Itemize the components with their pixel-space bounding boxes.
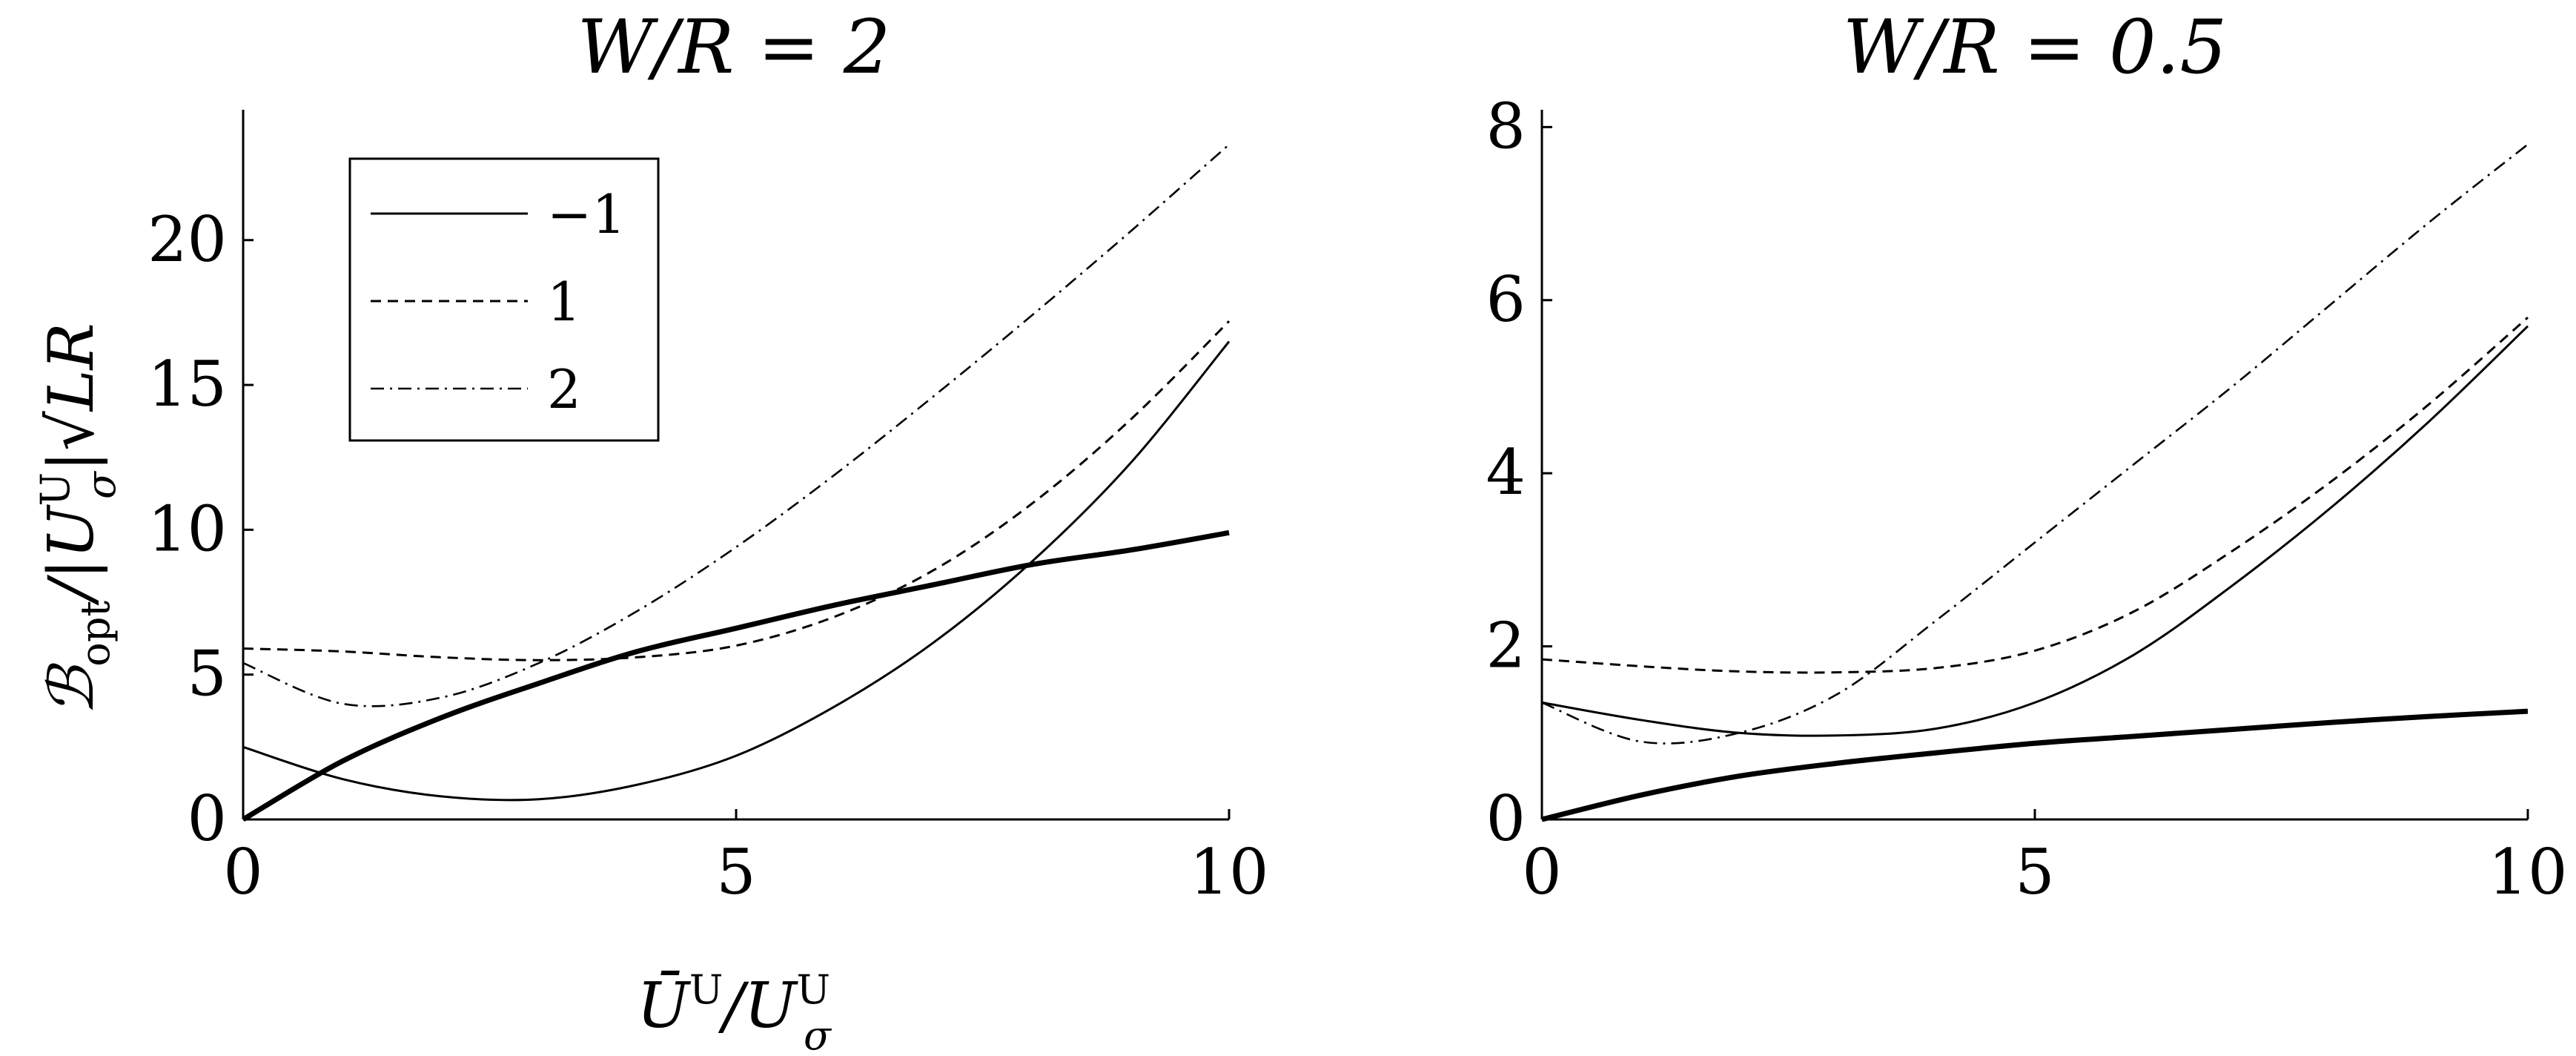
y-tick-label: 0 xyxy=(188,782,227,855)
plot-area-left: 0 5 10 0 5 10 15 20 −1 1 2 xyxy=(148,110,1268,908)
series-line-dashed xyxy=(1541,316,2529,674)
legend: −1 1 2 xyxy=(348,157,660,442)
series-line-solid-thick xyxy=(1541,708,2529,822)
y-tick-label: 4 xyxy=(1486,436,1526,509)
x-tick-label: 5 xyxy=(716,836,755,908)
legend-label: 2 xyxy=(547,358,581,420)
y-axis-label: ℬopt/|UUσ|√LR xyxy=(32,323,125,715)
series-line-dashed xyxy=(242,320,1231,661)
x-tick-label: 10 xyxy=(2489,836,2568,908)
series-line-dash-dot xyxy=(242,143,1230,707)
panel-left: W/R = 2 0 5 10 0 5 10 15 20 −1 1 2 ŪU/UU σ ℬopt/|UU… xyxy=(32,4,1268,1056)
y-tick-label: 15 xyxy=(148,348,227,420)
series-line-solid-thin xyxy=(242,340,1231,802)
chart-title-left: W/R = 2 xyxy=(577,4,891,90)
plot-area-right: 0 5 10 0 2 4 6 8 xyxy=(1486,90,2568,908)
x-axis-label: ŪU/UU σ xyxy=(637,966,832,1056)
legend-box xyxy=(348,157,660,442)
y-tick-label: 10 xyxy=(148,492,227,565)
y-tick-label: 0 xyxy=(1486,782,1526,855)
legend-label: 1 xyxy=(547,271,581,333)
y-tick-label: 6 xyxy=(1486,263,1526,336)
y-tick-label: 2 xyxy=(1486,610,1526,682)
series-line-solid-thin xyxy=(1541,325,2529,737)
x-tick-label: 0 xyxy=(1522,836,1561,908)
x-tick-label: 10 xyxy=(1190,836,1269,908)
chart-title-right: W/R = 0.5 xyxy=(1843,4,2227,90)
x-tick-label: 0 xyxy=(223,836,262,908)
panel-right: W/R = 0.5 0 5 10 0 2 4 6 8 xyxy=(1486,4,2568,908)
svg-text:ŪU/UUσ: ŪU/UU σ xyxy=(637,966,832,1056)
y-tick-label: 5 xyxy=(188,638,227,710)
series-line-solid-thick xyxy=(242,529,1230,822)
legend-label: −1 xyxy=(547,183,626,245)
series-line-dash-dot xyxy=(1541,143,2529,745)
svg-text:ℬopt/|UUσ|√LR: ℬopt/|UUσ|√LR xyxy=(32,323,125,715)
y-tick-label: 20 xyxy=(148,203,227,276)
y-tick-label: 8 xyxy=(1486,90,1526,162)
x-tick-label: 5 xyxy=(2015,836,2054,908)
